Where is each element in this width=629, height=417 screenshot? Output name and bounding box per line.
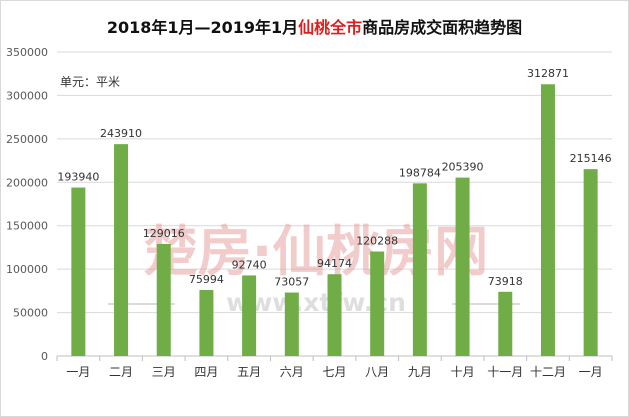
bar (114, 144, 129, 356)
x-tick-label: 十月 (451, 365, 475, 379)
bar-value-label: 243910 (100, 127, 142, 140)
data-labels: 193940 243910 129016 75994 92740 73057 94174 12… (57, 67, 611, 288)
bar (327, 274, 342, 356)
y-tick-label: 350000 (6, 46, 48, 59)
bar (540, 84, 555, 356)
x-tick-label: 四月 (194, 365, 218, 379)
bar-value-label: 198784 (399, 166, 441, 179)
x-tick-label: 一月 (66, 365, 90, 379)
bar-value-label: 92740 (232, 258, 267, 271)
y-tick-label: 200000 (6, 176, 48, 189)
bar-value-label: 215146 (570, 152, 612, 165)
y-tick-label: 50000 (13, 307, 48, 320)
watermark-text: 楚房·仙桃房网 (144, 220, 489, 283)
bar-value-label: 73057 (274, 276, 309, 289)
x-tick-label: 六月 (280, 365, 304, 379)
bar (455, 177, 470, 356)
x-tick-label: 九月 (408, 365, 432, 379)
x-tick-label: 二月 (109, 365, 133, 379)
x-tick-label: 三月 (152, 365, 176, 379)
bars (71, 84, 598, 356)
bar (71, 187, 86, 356)
bar-value-label: 73918 (488, 275, 523, 288)
x-tick-label: 一月 (579, 365, 603, 379)
y-tick-label: 100000 (6, 263, 48, 276)
title-part1: 2018年1月—2019年1月 (106, 18, 299, 37)
bar-value-label: 120288 (356, 235, 398, 248)
bar (242, 275, 257, 356)
bar (370, 251, 385, 356)
y-tick-label: 150000 (6, 220, 48, 233)
bar-value-label: 193940 (57, 171, 99, 184)
bar (412, 183, 427, 356)
bar-value-label: 205390 (442, 161, 484, 174)
bar (284, 292, 299, 356)
y-tick-label: 300000 (6, 89, 48, 102)
x-tick-label: 五月 (237, 365, 261, 379)
x-tick-label: 七月 (322, 365, 346, 379)
bar-value-label: 312871 (527, 67, 569, 80)
x-tick-label: 八月 (365, 365, 389, 379)
bar-value-label: 75994 (189, 273, 224, 286)
chart-title: 2018年1月—2019年1月仙桃全市商品房成交面积趋势图 (0, 14, 629, 38)
bar-value-label: 94174 (317, 257, 352, 270)
bar (498, 291, 513, 356)
title-part2: 商品房成交面积趋势图 (362, 18, 523, 37)
bar (199, 289, 214, 356)
bar (156, 243, 171, 356)
axes: 0 50000 100000 150000 200000 250000 300000 3500… (6, 46, 613, 379)
unit-label: 单元：平米 (60, 75, 121, 89)
bar (583, 169, 598, 356)
x-tick-label: 十一月 (487, 365, 523, 379)
bar-value-label: 129016 (143, 227, 185, 240)
title-highlight: 仙桃全市 (298, 18, 363, 37)
y-tick-label: 250000 (6, 133, 48, 146)
x-tick-label: 十二月 (530, 365, 566, 379)
y-tick-label: 0 (41, 350, 48, 363)
